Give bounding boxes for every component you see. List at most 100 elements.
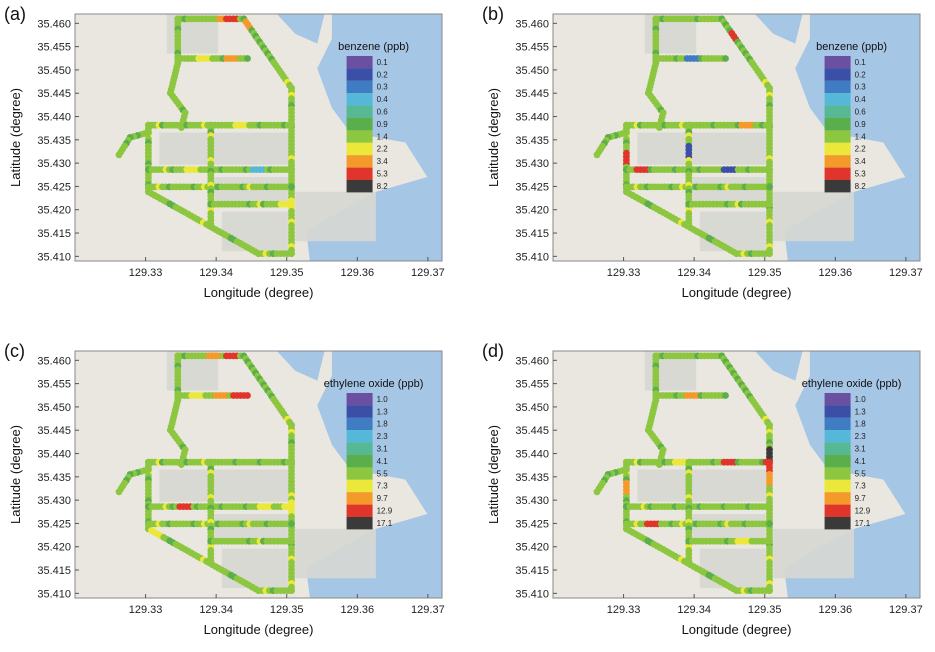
route-point [766, 200, 773, 208]
x-tick-label: 129.34 [199, 604, 233, 616]
route-point [288, 166, 295, 174]
x-tick-label: 129.35 [748, 267, 782, 279]
y-axis-title: Latitude (degree) [486, 88, 501, 187]
legend-level: 7.3 [855, 482, 867, 491]
route-point [288, 587, 295, 594]
legend-swatch [346, 117, 373, 131]
legend-level: 0.3 [855, 83, 867, 92]
route-point [288, 200, 295, 208]
legend-level: 8.2 [377, 182, 389, 191]
route-point [288, 121, 295, 129]
y-tick-label: 35.415 [515, 228, 549, 240]
legend-level: 3.1 [855, 445, 867, 454]
route-point [722, 55, 729, 62]
route-point [685, 557, 693, 565]
y-tick-label: 35.440 [37, 112, 71, 124]
legend-swatch [824, 55, 851, 69]
route-point [207, 220, 215, 228]
legend-level: 2.2 [377, 145, 389, 154]
route-point [593, 488, 601, 496]
y-tick-label: 35.415 [37, 565, 71, 577]
route-point [244, 55, 251, 62]
y-tick-label: 35.415 [515, 565, 549, 577]
y-tick-label: 35.430 [37, 495, 71, 507]
legend-level: 1.0 [855, 395, 867, 404]
y-tick-label: 35.445 [37, 88, 71, 100]
legend-swatch [824, 155, 851, 168]
y-tick-label: 35.445 [515, 425, 549, 437]
legend-swatch [824, 492, 851, 505]
legend-swatch [824, 479, 851, 493]
panel-label: (a) [4, 4, 26, 24]
plot-frame [74, 13, 443, 262]
y-tick-label: 35.440 [515, 112, 549, 124]
legend-swatch [824, 417, 851, 431]
y-tick-label: 35.460 [37, 18, 71, 30]
legend-swatch [824, 516, 851, 530]
legend-swatch [824, 93, 851, 106]
y-tick-label: 35.450 [515, 65, 549, 77]
legend-swatch [824, 392, 851, 406]
route-point [766, 537, 773, 545]
legend-level: 3.4 [855, 157, 867, 166]
x-tick-label: 129.37 [411, 604, 445, 616]
x-tick-label: 129.33 [129, 604, 163, 616]
legend-swatch [346, 130, 373, 143]
basemap-water [276, 14, 325, 44]
legend-swatch [824, 117, 851, 131]
legend-swatch [346, 80, 373, 94]
x-axis-title: Longitude (degree) [204, 285, 314, 300]
y-tick-label: 35.410 [515, 588, 549, 600]
legend-swatch [346, 93, 373, 106]
route-point [288, 537, 295, 545]
map-panel-d: (d) ethylene oxide (ppb) 1.0 1.3 1.8 2.3 3.1 4.… [478, 337, 935, 652]
y-tick-label: 35.440 [515, 449, 549, 461]
legend-swatch [824, 68, 851, 81]
legend-level: 2.3 [377, 432, 389, 441]
x-tick-label: 129.34 [199, 267, 233, 279]
legend-swatch [346, 392, 373, 406]
legend-swatch [824, 442, 851, 455]
basemap-water [784, 351, 920, 598]
x-tick-label: 129.34 [677, 267, 711, 279]
basemap-block [159, 469, 292, 502]
legend-level: 2.3 [855, 432, 867, 441]
x-tick-label: 129.37 [889, 267, 923, 279]
panel-label: (d) [482, 341, 504, 361]
legend-level: 12.9 [855, 507, 871, 516]
map-panel-c: (c) ethylene oxide (ppb) 1.0 1.3 1.8 2.3 3.1 4.… [0, 337, 455, 652]
route-point [244, 392, 251, 399]
legend-level: 4.1 [855, 457, 867, 466]
legend-level: 0.3 [377, 83, 389, 92]
x-tick-label: 129.34 [677, 604, 711, 616]
y-tick-label: 35.410 [37, 251, 71, 263]
y-axis-title: Latitude (degree) [8, 88, 23, 187]
legend-swatch [824, 130, 851, 143]
legend-level: 0.6 [377, 108, 389, 117]
y-tick-label: 35.460 [515, 18, 549, 30]
legend-level: 8.2 [855, 182, 867, 191]
y-tick-label: 35.435 [515, 472, 549, 484]
route-point [766, 587, 773, 594]
y-tick-label: 35.425 [37, 518, 71, 530]
legend-level: 0.4 [377, 95, 389, 104]
legend-swatch [346, 417, 373, 431]
legend-swatch [824, 142, 851, 156]
y-tick-label: 35.450 [515, 402, 549, 414]
y-tick-label: 35.410 [37, 588, 71, 600]
map-plot: (a) benzene (ppb) 0.1 0.2 0.3 0.4 0.6 0.9 1.4 2.2… [4, 4, 445, 300]
x-axis-title: Longitude (degree) [204, 622, 314, 637]
legend-swatch [346, 504, 373, 517]
x-tick-label: 129.35 [270, 604, 304, 616]
route-point [288, 503, 295, 510]
legend-swatch [346, 105, 373, 118]
y-tick-label: 35.455 [515, 379, 549, 391]
route-point [766, 520, 773, 528]
basemap-block [295, 191, 376, 242]
legend-level: 1.0 [377, 395, 389, 404]
route-point [766, 183, 773, 191]
legend-level: 0.9 [855, 120, 867, 129]
legend-swatch [346, 492, 373, 505]
legend-level: 1.8 [855, 420, 867, 429]
x-tick-label: 129.35 [748, 604, 782, 616]
